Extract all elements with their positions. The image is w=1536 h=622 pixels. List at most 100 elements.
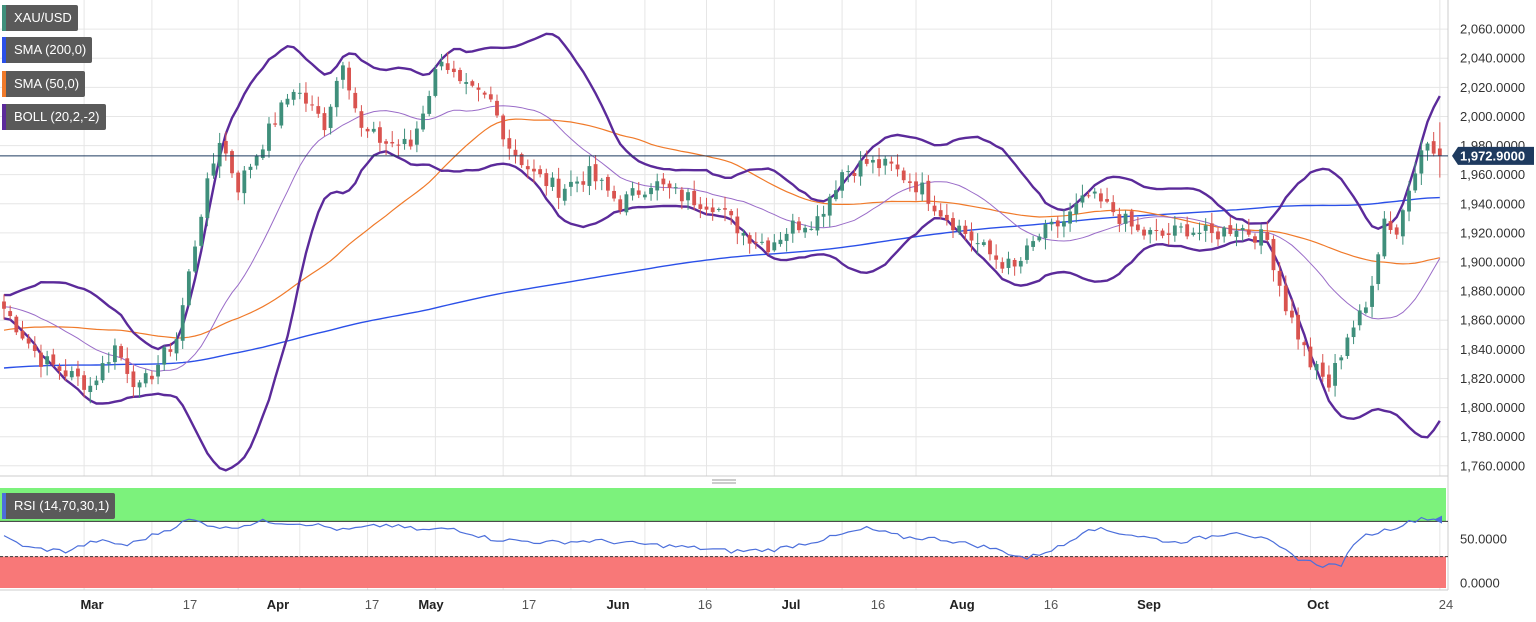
- candle[interactable]: [525, 166, 530, 170]
- candle[interactable]: [8, 311, 13, 317]
- candle[interactable]: [304, 92, 308, 104]
- candle[interactable]: [162, 347, 167, 365]
- candle[interactable]: [1376, 254, 1381, 285]
- candle[interactable]: [575, 181, 580, 184]
- candle[interactable]: [1006, 258, 1011, 268]
- candle[interactable]: [994, 255, 999, 260]
- candle[interactable]: [76, 368, 80, 377]
- candle[interactable]: [390, 141, 395, 144]
- candle[interactable]: [1357, 310, 1362, 326]
- candle[interactable]: [901, 170, 906, 181]
- candle[interactable]: [1425, 143, 1430, 151]
- candle[interactable]: [951, 218, 955, 231]
- candle[interactable]: [316, 106, 321, 114]
- candle[interactable]: [322, 113, 327, 131]
- candle[interactable]: [371, 128, 376, 132]
- candle[interactable]: [581, 181, 586, 185]
- candle[interactable]: [1370, 285, 1374, 307]
- candle[interactable]: [1129, 211, 1134, 227]
- candle[interactable]: [1437, 148, 1442, 156]
- candle[interactable]: [1135, 224, 1140, 231]
- legend-sma200[interactable]: SMA (200,0): [2, 37, 93, 63]
- candle[interactable]: [1203, 225, 1208, 231]
- candle[interactable]: [1277, 270, 1282, 286]
- candle[interactable]: [870, 159, 875, 163]
- candle[interactable]: [1302, 342, 1307, 346]
- legend-symbol[interactable]: XAU/USD: [2, 5, 78, 31]
- candle[interactable]: [636, 190, 641, 195]
- candle[interactable]: [532, 168, 536, 172]
- candle[interactable]: [895, 164, 900, 170]
- candle[interactable]: [821, 213, 826, 217]
- candle[interactable]: [1197, 232, 1202, 235]
- candle[interactable]: [1025, 245, 1029, 260]
- candle[interactable]: [1320, 362, 1325, 377]
- candle[interactable]: [914, 181, 918, 193]
- candle[interactable]: [710, 207, 715, 213]
- candle[interactable]: [1339, 357, 1344, 361]
- candle[interactable]: [291, 91, 296, 100]
- candle[interactable]: [1283, 285, 1288, 312]
- candle[interactable]: [1290, 310, 1294, 318]
- candle[interactable]: [938, 210, 943, 217]
- candle[interactable]: [458, 70, 462, 82]
- candle[interactable]: [1259, 229, 1264, 246]
- candle[interactable]: [106, 362, 111, 364]
- candle[interactable]: [790, 220, 795, 234]
- candle[interactable]: [100, 363, 105, 381]
- candle[interactable]: [125, 358, 130, 374]
- candle[interactable]: [267, 123, 271, 151]
- candle[interactable]: [1296, 314, 1301, 340]
- candle[interactable]: [612, 190, 616, 199]
- candle[interactable]: [963, 225, 968, 234]
- candle[interactable]: [1185, 224, 1190, 237]
- candle[interactable]: [593, 164, 598, 182]
- candle[interactable]: [538, 169, 543, 175]
- candle[interactable]: [223, 140, 228, 154]
- candle[interactable]: [926, 180, 931, 204]
- candle[interactable]: [365, 128, 370, 132]
- candle[interactable]: [1111, 202, 1116, 213]
- candle[interactable]: [482, 92, 487, 95]
- candle[interactable]: [1407, 190, 1411, 212]
- candle[interactable]: [1098, 193, 1103, 202]
- candle[interactable]: [741, 233, 746, 236]
- candle[interactable]: [1172, 225, 1177, 236]
- candle[interactable]: [88, 385, 93, 393]
- candle[interactable]: [716, 208, 721, 210]
- candle[interactable]: [1043, 224, 1048, 239]
- candle[interactable]: [599, 179, 604, 181]
- candle[interactable]: [920, 182, 925, 195]
- candle[interactable]: [852, 173, 857, 176]
- candle[interactable]: [1055, 220, 1060, 227]
- candle[interactable]: [556, 178, 561, 198]
- candle[interactable]: [310, 104, 315, 106]
- candle[interactable]: [433, 69, 438, 96]
- candle[interactable]: [858, 160, 863, 177]
- candle[interactable]: [889, 161, 894, 164]
- candle[interactable]: [2, 301, 6, 309]
- candle[interactable]: [260, 149, 265, 158]
- candle[interactable]: [1234, 230, 1239, 237]
- candle[interactable]: [113, 345, 117, 363]
- candle[interactable]: [470, 81, 475, 86]
- candle[interactable]: [1080, 195, 1085, 203]
- candle[interactable]: [1413, 173, 1418, 191]
- candle[interactable]: [39, 352, 43, 367]
- candle[interactable]: [1351, 327, 1356, 338]
- candle[interactable]: [408, 139, 413, 147]
- candle[interactable]: [809, 228, 814, 230]
- candle[interactable]: [273, 123, 278, 125]
- candle[interactable]: [119, 346, 123, 358]
- candle[interactable]: [587, 166, 592, 186]
- candle[interactable]: [655, 181, 660, 191]
- candle[interactable]: [618, 199, 623, 211]
- candle[interactable]: [1148, 229, 1153, 235]
- candle[interactable]: [297, 92, 302, 94]
- candle[interactable]: [1388, 221, 1393, 230]
- candle[interactable]: [544, 173, 549, 187]
- candle[interactable]: [932, 205, 937, 212]
- candle[interactable]: [883, 158, 888, 166]
- candle[interactable]: [1265, 232, 1270, 240]
- candle[interactable]: [439, 61, 444, 67]
